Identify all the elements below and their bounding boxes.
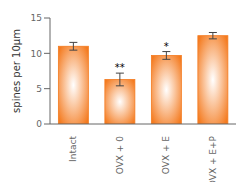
svg-text:spines per 10μm: spines per 10μm bbox=[11, 29, 22, 113]
svg-text:10: 10 bbox=[31, 49, 43, 59]
svg-text:OVX + 0: OVX + 0 bbox=[115, 136, 125, 175]
svg-text:15: 15 bbox=[31, 13, 42, 23]
svg-text:*: * bbox=[164, 41, 169, 52]
svg-text:OVX + E+P: OVX + E+P bbox=[208, 135, 218, 182]
svg-text:0: 0 bbox=[36, 119, 42, 129]
svg-text:OVX + E: OVX + E bbox=[161, 136, 171, 175]
svg-text:5: 5 bbox=[36, 84, 42, 94]
svg-text:**: ** bbox=[115, 62, 125, 73]
svg-text:Intact: Intact bbox=[68, 136, 78, 162]
